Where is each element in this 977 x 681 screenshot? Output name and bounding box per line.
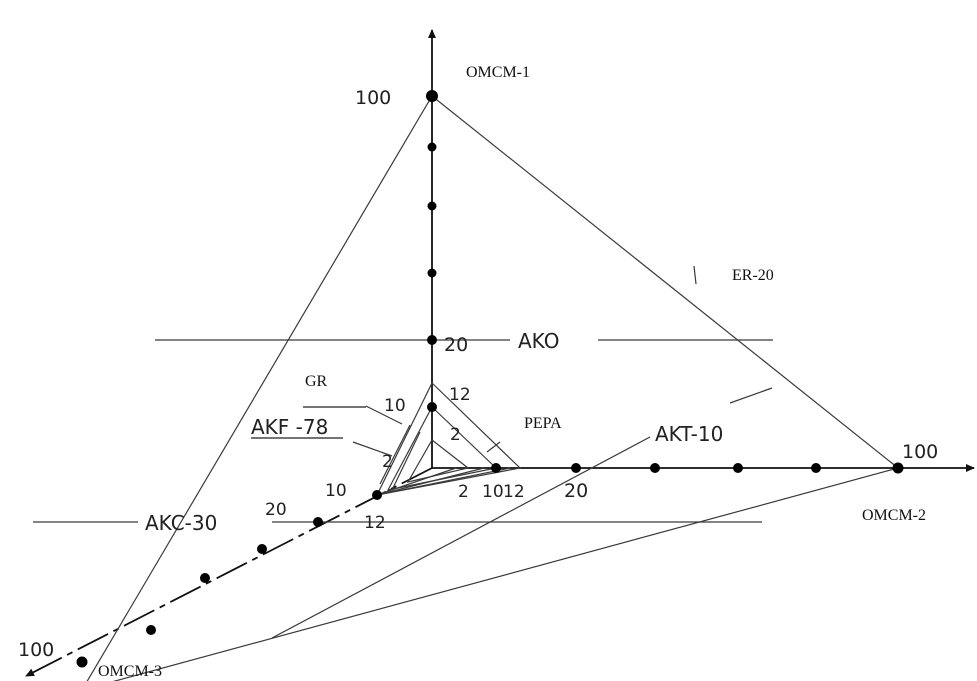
point-omsm-3-100 — [76, 656, 88, 668]
triangle-edge-3-2 — [112, 467, 899, 681]
tick-inner-d10: 10 — [325, 481, 347, 501]
tick-omsm-1-20: 20 — [444, 334, 468, 356]
gr-pointer — [365, 405, 403, 425]
inner-fan-1 — [376, 467, 511, 496]
point-omsm-1 — [427, 268, 437, 278]
tick-inner-h10: 10 — [482, 482, 504, 502]
tick-inner-v12: 12 — [449, 385, 471, 405]
akt-line — [271, 436, 651, 639]
point-omsm-1 — [427, 201, 437, 211]
point-omsm-2-100 — [892, 462, 904, 474]
point-omsm-2-20 — [571, 463, 581, 473]
tick-omsm-1-100: 100 — [355, 87, 391, 109]
triangle-edge-1-2 — [431, 95, 899, 469]
label-akf: AKF -78 — [251, 415, 328, 439]
axis-label-omsm-2: ОМСМ-2 — [862, 507, 926, 524]
label-pepa: PEPA — [524, 415, 562, 432]
point-omsm-3 — [257, 544, 267, 554]
axis-label-omsm-3: ОМСМ-3 — [98, 663, 162, 680]
tick-inner-h2: 2 — [458, 482, 469, 502]
label-akc: AKC-30 — [145, 511, 217, 535]
tick-omsm-2-100: 100 — [902, 441, 938, 463]
tick-omsm-3-20: 20 — [265, 500, 287, 520]
inner-triangle-2 — [406, 439, 470, 483]
point-omsm-3-10 — [372, 490, 382, 500]
point-omsm-2-10 — [491, 463, 501, 473]
point-omsm-1-100 — [426, 90, 438, 102]
pepa-pointer — [486, 441, 501, 453]
inner-fan-5 — [391, 431, 421, 491]
point-omsm-2 — [733, 463, 743, 473]
tick-inner-d12: 12 — [364, 513, 386, 533]
inner-fan-2 — [376, 467, 485, 496]
point-omsm-2 — [811, 463, 821, 473]
tick-inner-h12: 12 — [503, 482, 525, 502]
point-omsm-1 — [427, 142, 437, 152]
point-omsm-1-20 — [427, 335, 437, 345]
label-akt: AKT-10 — [655, 422, 723, 446]
er-tick — [693, 265, 697, 285]
point-omsm-3 — [200, 573, 210, 583]
axis-label-omsm-1: ОМСМ-1 — [466, 64, 530, 81]
label-ako: AKO — [518, 329, 559, 353]
tick-inner-v10: 10 — [384, 396, 406, 416]
akf-pointer — [352, 441, 393, 457]
akt-line-upper — [729, 387, 773, 404]
inner-fan-3 — [376, 467, 457, 496]
point-omsm-3-20 — [313, 517, 323, 527]
tick-inner-v2: 2 — [450, 425, 461, 445]
point-omsm-1-10 — [427, 402, 437, 412]
axis-omsm-3 — [25, 467, 433, 677]
label-er: ER-20 — [732, 267, 774, 284]
point-omsm-3 — [146, 625, 156, 635]
triangle-edge-1-3 — [86, 95, 433, 681]
tick-omsm-3-100: 100 — [18, 639, 54, 661]
inner-triangle-12 — [375, 381, 522, 496]
tick-omsm-2-20: 20 — [564, 480, 588, 502]
label-gr: GR — [305, 373, 328, 390]
point-omsm-2 — [650, 463, 660, 473]
tick-inner-d2: 2 — [382, 452, 393, 472]
inner-fan-4 — [379, 424, 411, 485]
